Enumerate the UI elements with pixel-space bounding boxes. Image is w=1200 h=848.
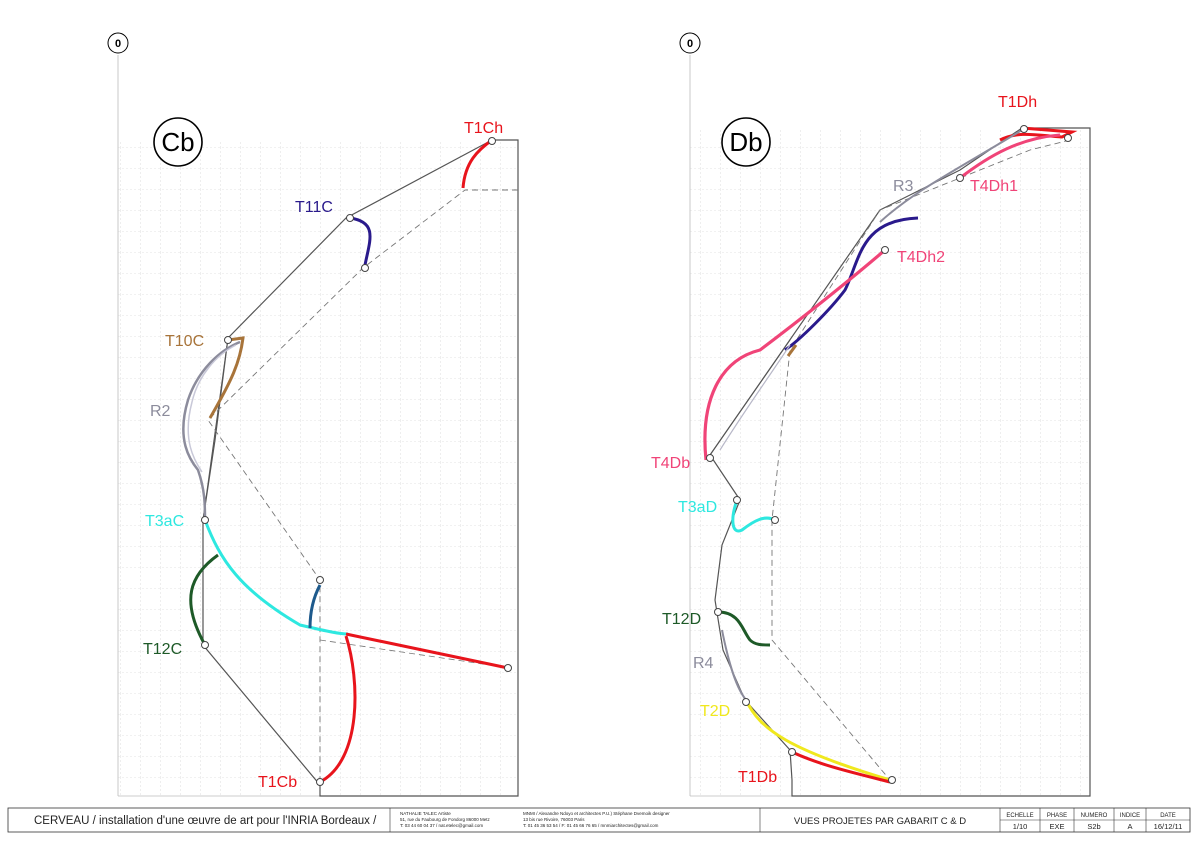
title-block-artist-line2: 51, rue du Faubourg de Fondorg 86000 Met… <box>400 817 491 822</box>
curve-T2D <box>744 699 891 782</box>
title-block-project: CERVEAU / installation d'une œuvre de ar… <box>34 815 377 827</box>
label-T1Db: T1Db <box>738 769 777 786</box>
title-block-arch-line2: 13 bis rue Rivoire, 76003 Paris <box>523 817 585 822</box>
header-indice: INDICE <box>1120 813 1140 819</box>
left-view-badge-label: Cb <box>161 127 194 157</box>
curve-navy <box>784 216 919 352</box>
curve-T3aC <box>203 519 349 636</box>
right-grid <box>690 128 1090 796</box>
label-R2: R2 <box>150 403 171 420</box>
right-origin-label: 0 <box>687 38 693 50</box>
left-view: 0 Cb T1Ch T11C T10C R2 T3aC T12C T1Cb <box>107 32 519 797</box>
left-grid <box>118 142 518 796</box>
value-phase: EXE <box>1049 822 1064 831</box>
label-T12C: T12C <box>143 641 182 658</box>
curve-T11C <box>349 216 372 266</box>
left-origin-marker <box>107 32 129 54</box>
curve-T4Dh1 <box>959 133 1061 180</box>
curve-T1Dh <box>999 126 1078 142</box>
right-origin-marker <box>679 32 701 54</box>
label-T2D: T2D <box>700 703 730 720</box>
title-block-artist-line3: T: 03 44 60 04 37 / nat.etelec@gmail.com <box>400 823 483 828</box>
label-T4Dh2: T4Dh2 <box>897 249 945 266</box>
right-dashed-projection <box>771 139 1071 781</box>
curve-T3aD <box>731 499 776 533</box>
left-view-badge <box>153 117 203 167</box>
title-block-arch-line1: MNMI / Alexandre Ndoyo et architectes P.… <box>523 811 670 816</box>
right-view-badge-label: Db <box>729 127 762 157</box>
right-template-outline <box>709 127 1091 797</box>
label-T11C: T11C <box>295 199 333 216</box>
label-R3: R3 <box>893 178 914 195</box>
curve-T1Cb-right <box>345 632 509 670</box>
header-echelle: ECHELLE <box>1006 813 1033 819</box>
title-block-arch-line3: T: 01 45 36 53 54 / F: 01 45 66 76 65 / … <box>523 823 659 828</box>
label-T4Dh1: T4Dh1 <box>970 178 1018 195</box>
curve-T12D <box>717 610 771 647</box>
curve-T4Dh2 <box>703 248 887 461</box>
curve-brown <box>786 344 798 357</box>
value-date: 16/12/11 <box>1154 822 1183 831</box>
header-date: DATE <box>1160 813 1176 819</box>
curve-T1Db <box>791 750 891 784</box>
curve-R4 <box>721 629 749 703</box>
header-numero: NUMERO <box>1081 813 1108 819</box>
left-dashed-projection <box>207 189 518 785</box>
curve-R2-inner <box>187 344 237 473</box>
title-block-artist-line1: NATHALIE TALEC Artiste <box>400 811 451 816</box>
label-T4Db: T4Db <box>651 455 690 472</box>
title-block: CERVEAU / installation d'une œuvre de ar… <box>7 807 1191 833</box>
label-T10C: T10C <box>165 333 204 350</box>
curve-T12C <box>189 553 219 646</box>
value-numero: S2b <box>1087 822 1100 831</box>
label-T12D: T12D <box>662 611 701 628</box>
label-T3aD: T3aD <box>678 499 717 516</box>
curve-thin-grey <box>719 344 791 451</box>
label-T1Ch: T1Ch <box>464 120 503 137</box>
curve-T1Cb <box>319 635 357 784</box>
value-echelle: 1/10 <box>1013 822 1028 831</box>
value-indice: A <box>1127 822 1132 831</box>
curve-T10C <box>208 336 245 419</box>
curve-R2 <box>182 340 241 521</box>
label-T3aC: T3aC <box>145 513 184 530</box>
curve-blue <box>308 584 322 629</box>
label-T1Dh: T1Dh <box>998 94 1037 111</box>
label-R4: R4 <box>693 655 714 672</box>
right-view: 0 Db T1Dh R3 T4Dh1 T4Dh2 T4Db T3aD T12D … <box>651 32 1091 797</box>
left-origin-label: 0 <box>115 38 121 50</box>
label-T1Cb: T1Cb <box>258 774 297 791</box>
header-phase: PHASE <box>1047 813 1067 819</box>
title-block-sheet-title: VUES PROJETES PAR GABARIT C & D <box>794 816 966 827</box>
right-view-badge <box>721 117 771 167</box>
curve-R3 <box>879 129 1023 223</box>
